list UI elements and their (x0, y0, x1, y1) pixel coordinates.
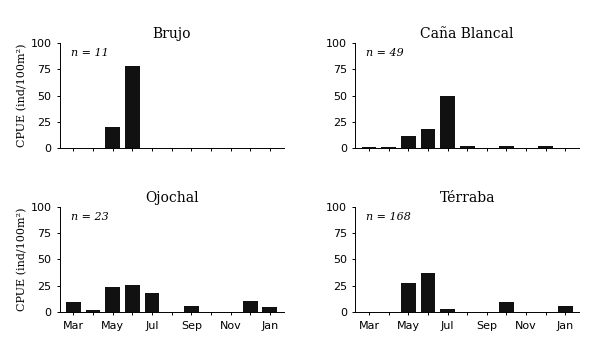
Bar (440, 95, 455, 148)
Bar (105, 127, 120, 148)
Bar (420, 273, 435, 312)
Bar (401, 283, 416, 312)
Title: Ojochal: Ojochal (145, 191, 198, 206)
Bar (66, 302, 81, 312)
Bar (263, 307, 277, 312)
Bar (499, 302, 514, 312)
Title: Térraba: Térraba (439, 191, 495, 206)
Bar (460, 146, 475, 148)
Bar (420, 129, 435, 148)
Y-axis label: CPUE (ind/100m²): CPUE (ind/100m²) (17, 208, 27, 311)
Text: n = 168: n = 168 (367, 212, 411, 222)
Bar (125, 285, 140, 312)
Text: n = 23: n = 23 (71, 212, 109, 222)
Bar (243, 301, 257, 312)
Bar (184, 306, 199, 312)
Bar (125, 66, 140, 148)
Bar (499, 146, 514, 148)
Bar (401, 136, 416, 148)
Bar (381, 147, 396, 148)
Bar (538, 146, 553, 148)
Text: n = 49: n = 49 (367, 48, 404, 58)
Bar (144, 293, 159, 312)
Title: Brujo: Brujo (152, 27, 191, 42)
Bar (440, 309, 455, 312)
Bar (362, 147, 376, 148)
Text: n = 11: n = 11 (71, 48, 109, 58)
Title: Caña Blancal: Caña Blancal (420, 27, 514, 42)
Bar (105, 287, 120, 312)
Y-axis label: CPUE (ind/100m²): CPUE (ind/100m²) (17, 44, 27, 147)
Bar (86, 310, 100, 312)
Bar (558, 306, 573, 312)
